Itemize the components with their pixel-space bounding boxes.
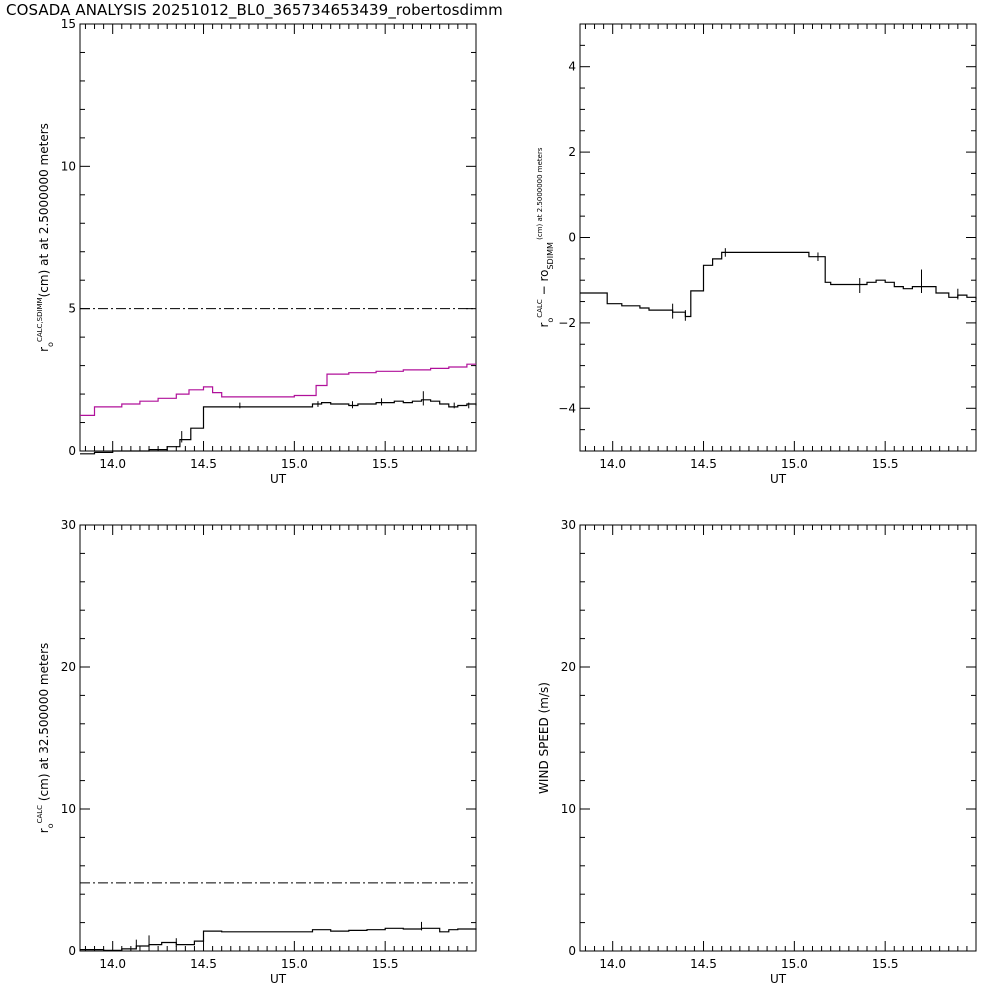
series-line-1 (80, 927, 477, 951)
y-tick-label: 2 (568, 145, 576, 159)
y-tick-label: 30 (61, 518, 76, 532)
y-tick-label: 0 (68, 944, 76, 958)
x-tick-label: 14.0 (99, 957, 126, 971)
x-tick-label: 15.0 (781, 957, 808, 971)
series-line-1 (80, 363, 476, 416)
x-tick-label: 14.5 (690, 957, 717, 971)
y-tick-label: 10 (561, 802, 576, 816)
x-tick-label: 14.0 (599, 957, 626, 971)
plot-panel-1: 0 5 10 15 14.0 14.5 15.0 15.5 UT roCALC,SDIMM(cm)… (36, 17, 477, 486)
y-axis-label: roCALC (cm) at 32.500000 meters (36, 643, 55, 834)
page-title: COSADA ANALYSIS 20251012_BL0_36573465343… (6, 1, 503, 19)
y-tick-label: 10 (61, 159, 76, 173)
y-axis-label: roCALC,SDIMM(cm) at at 2.5000000 meters (36, 123, 55, 352)
x-tick-label: 15.0 (281, 457, 308, 471)
y-tick-label: 0 (68, 444, 76, 458)
plot-frame (79, 524, 477, 952)
x-axis-label: UT (770, 472, 787, 486)
x-axis-label: UT (770, 972, 787, 986)
plot-frame (579, 23, 977, 452)
y-tick-label: −4 (558, 401, 576, 415)
y-tick-label: 0 (568, 944, 576, 958)
y-tick-label: 30 (561, 518, 576, 532)
x-tick-label: 14.0 (99, 457, 126, 471)
x-tick-label: 14.5 (190, 457, 217, 471)
plot-frame (579, 524, 977, 952)
x-tick-label: 15.0 (281, 957, 308, 971)
y-tick-label: 4 (568, 60, 576, 74)
plot-frame (79, 23, 477, 452)
plot-panel-4: 0 10 20 30 14.0 14.5 15.0 15.5 UT WIND SPEED (m/s… (537, 518, 977, 986)
x-axis-label: UT (270, 972, 287, 986)
plot-panel-2: −4 −2 0 2 4 14.0 14.5 15.0 15.5 UT roCALC − roSDIM… (536, 23, 977, 486)
x-tick-label: 15.5 (372, 457, 399, 471)
y-axis-label: roCALC − roSDIMM (cm) at 2.5000000 meter… (536, 147, 555, 327)
x-tick-label: 15.5 (872, 457, 899, 471)
x-tick-label: 15.0 (781, 457, 808, 471)
y-tick-label: 0 (568, 231, 576, 245)
x-axis-label: UT (270, 472, 287, 486)
plot-panel-3: 0 10 20 30 14.0 14.5 15.0 15.5 UT roCALC (cm) at … (36, 518, 477, 986)
y-axis-label: WIND SPEED (m/s) (537, 682, 551, 794)
series-line-2 (80, 399, 477, 455)
y-tick-label: 10 (61, 802, 76, 816)
y-tick-label: −2 (558, 316, 576, 330)
x-tick-label: 14.0 (599, 457, 626, 471)
x-tick-label: 15.5 (872, 957, 899, 971)
y-tick-label: 15 (61, 17, 76, 31)
y-tick-label: 20 (61, 660, 76, 674)
y-tick-label: 5 (68, 302, 76, 316)
x-tick-label: 15.5 (372, 957, 399, 971)
x-tick-label: 14.5 (190, 957, 217, 971)
y-tick-label: 20 (561, 660, 576, 674)
x-tick-label: 14.5 (690, 457, 717, 471)
series-line-1 (580, 251, 977, 318)
